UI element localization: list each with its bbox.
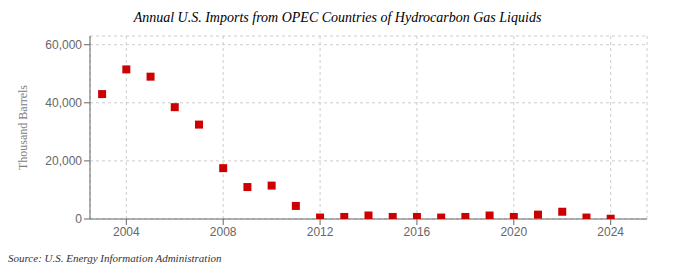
svg-text:2012: 2012	[307, 225, 334, 239]
svg-text:2020: 2020	[500, 225, 527, 239]
svg-text:40,000: 40,000	[45, 96, 82, 110]
svg-text:2016: 2016	[404, 225, 431, 239]
svg-text:2024: 2024	[597, 225, 624, 239]
html-text:Source: U.S. Energy Informatio: Source: U.S. Energy Information Administ…	[8, 252, 222, 264]
html-text:Annual U.S. Imports from OPEC: Annual U.S. Imports from OPEC Countries …	[133, 10, 542, 25]
svg-text:0: 0	[75, 212, 82, 226]
svg-text:60,000: 60,000	[45, 38, 82, 52]
svg-text:Thousand Barrels: Thousand Barrels	[16, 85, 30, 170]
svg-text:2008: 2008	[210, 225, 237, 239]
svg-text:20,000: 20,000	[45, 154, 82, 168]
svg-text:2004: 2004	[113, 225, 140, 239]
